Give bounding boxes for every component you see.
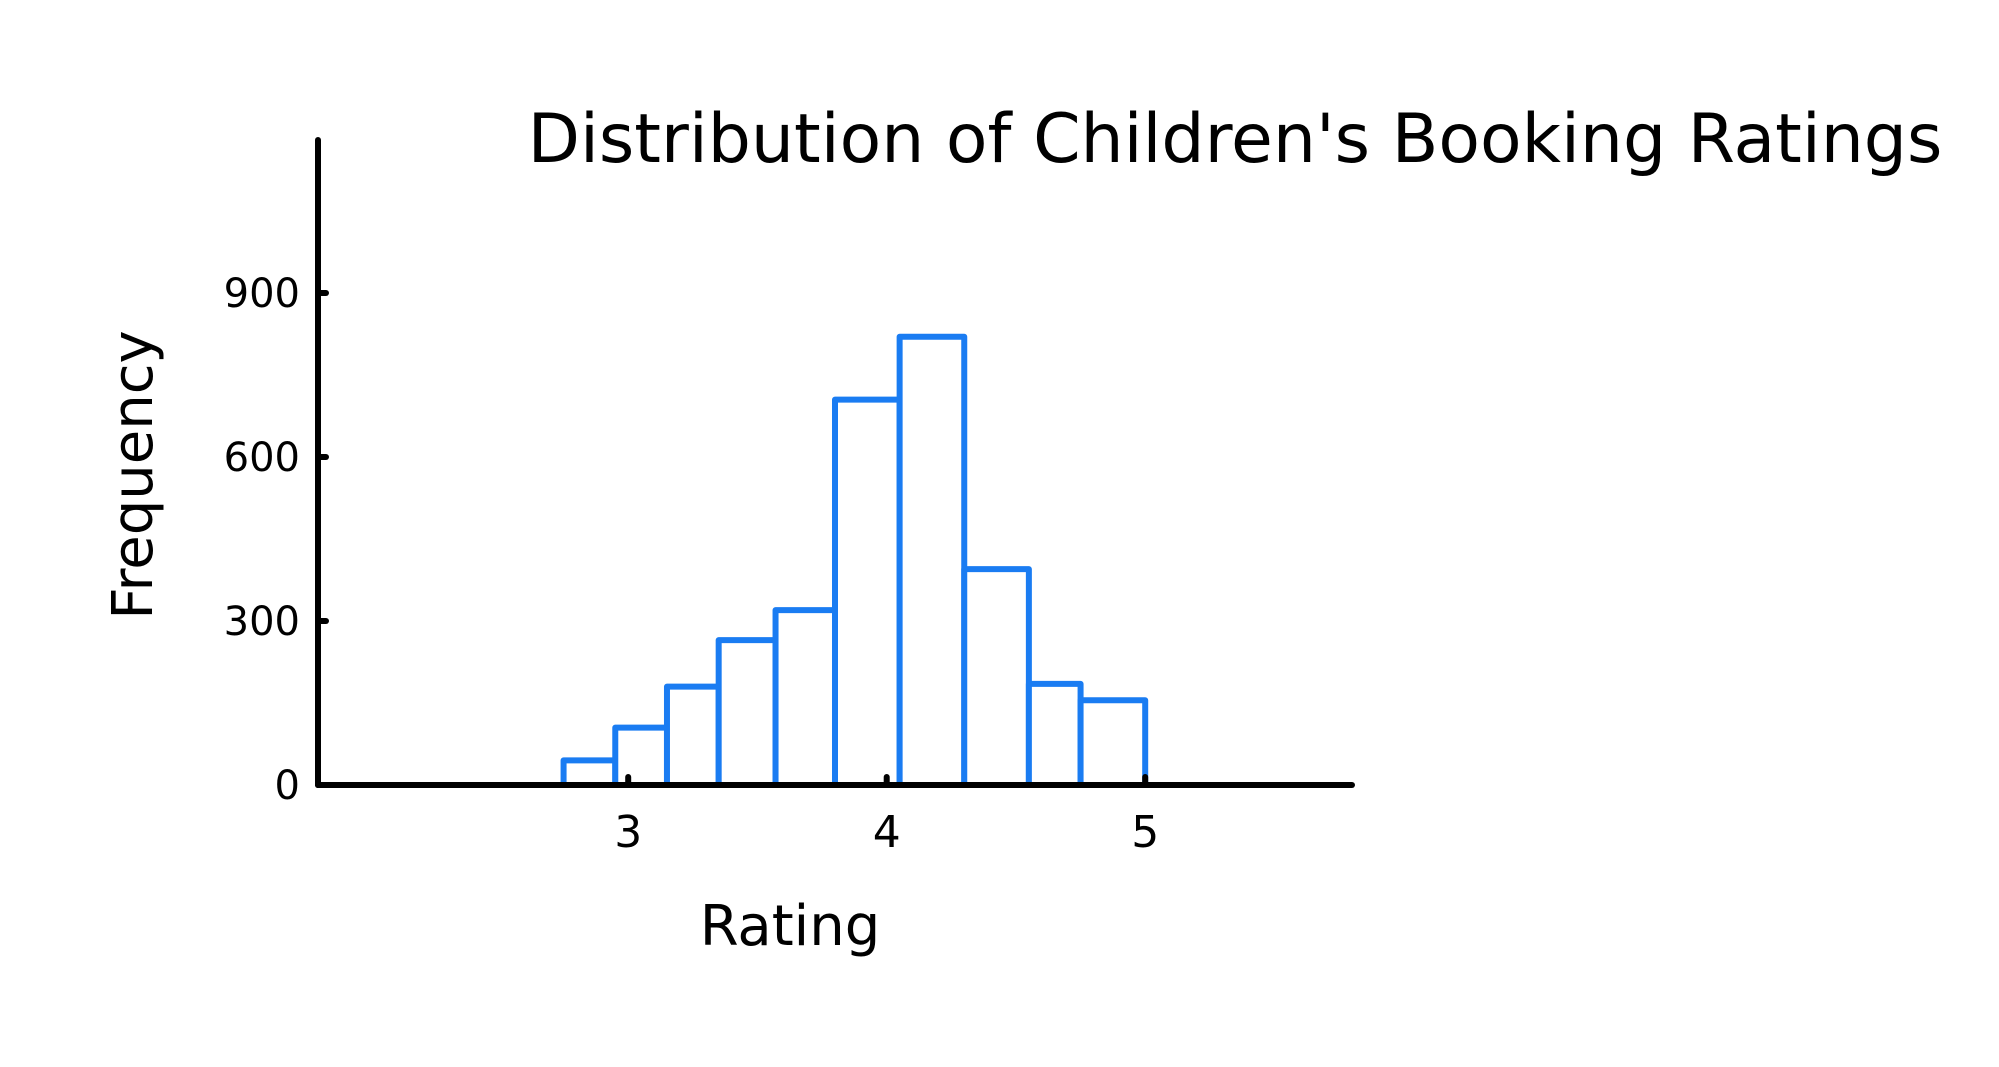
y-tick-label: 600 xyxy=(224,435,300,481)
x-tick-label: 5 xyxy=(1131,807,1159,858)
x-axis-label: Rating xyxy=(700,894,881,959)
bars-layer xyxy=(560,333,1149,789)
chart-title: Distribution of Children's Booking Ratin… xyxy=(528,100,1943,179)
histogram-bar xyxy=(896,333,968,788)
histogram-bar xyxy=(832,396,903,788)
y-tick-label: 0 xyxy=(275,763,300,809)
y-axis-label: Frequency xyxy=(101,330,166,619)
histogram-bar xyxy=(1077,697,1149,789)
histogram-bar xyxy=(1025,680,1084,789)
histogram-bar xyxy=(560,757,619,788)
histogram-bar xyxy=(961,566,1032,788)
y-tick-label: 300 xyxy=(224,599,300,645)
histogram-bar xyxy=(715,637,779,789)
x-tick-label: 4 xyxy=(873,807,901,858)
histogram-bar xyxy=(663,683,722,788)
x-tick-label: 3 xyxy=(614,807,642,858)
axes-layer xyxy=(315,137,1355,788)
histogram-bar xyxy=(772,607,838,788)
histogram-bar xyxy=(612,724,670,789)
ticks-layer: 0 300 600 900 3 4 5 xyxy=(224,271,1160,858)
y-tick-label: 900 xyxy=(224,271,300,317)
